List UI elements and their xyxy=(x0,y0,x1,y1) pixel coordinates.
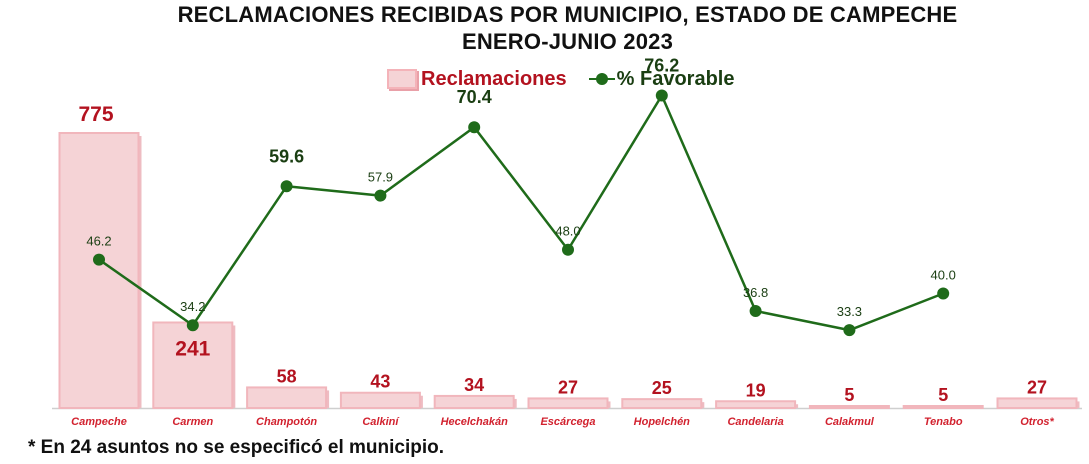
legend-label-reclamaciones: Reclamaciones xyxy=(421,67,567,90)
category-tick-label: Hecelchakán xyxy=(441,416,509,428)
bar-value-label: 5 xyxy=(938,385,948,405)
favorable-value-label: 36.8 xyxy=(743,285,768,300)
bar xyxy=(152,321,234,409)
favorable-point xyxy=(843,324,856,337)
legend-line-marker xyxy=(588,72,615,86)
bar-value-label: 58 xyxy=(277,366,297,386)
category-tick-label: Tenabo xyxy=(924,416,963,428)
legend-label-favorable: % Favorable xyxy=(616,67,735,90)
bar xyxy=(58,132,140,409)
category-tick-label: Champotón xyxy=(256,416,317,428)
bar-value-label: 27 xyxy=(1027,377,1047,397)
favorable-value-label: 46.2 xyxy=(86,234,111,249)
favorable-line xyxy=(98,94,944,332)
favorable-point xyxy=(937,287,950,300)
legend-bar-swatch xyxy=(387,69,417,89)
footnote: * En 24 asuntos no se especificó el muni… xyxy=(28,437,445,458)
category-tick-label: Escárcega xyxy=(540,416,595,428)
bar-value-label: 25 xyxy=(652,378,672,398)
bar-value-label: 43 xyxy=(370,372,390,392)
legend: Reclamaciones % Favorable xyxy=(387,66,734,92)
bar xyxy=(808,405,890,409)
category-tick-label: Hopelchén xyxy=(634,416,691,428)
favorable-value-label: 33.3 xyxy=(837,304,862,319)
bar xyxy=(246,386,328,409)
favorable-value-label: 48.0 xyxy=(555,224,580,239)
bar xyxy=(433,394,515,410)
bar xyxy=(902,405,984,409)
favorable-value-label: 57.9 xyxy=(368,170,393,185)
favorable-point xyxy=(655,89,668,102)
bar xyxy=(339,391,421,410)
category-tick-label: Otros* xyxy=(1020,416,1054,428)
bar-value-label: 34 xyxy=(464,375,484,395)
category-tick-label: Campeche xyxy=(71,416,127,428)
bar-value-label: 775 xyxy=(78,103,113,126)
bar xyxy=(621,398,703,409)
bar xyxy=(715,400,797,409)
bar-value-label: 27 xyxy=(558,377,578,397)
category-tick-label: Carmen xyxy=(172,416,213,428)
favorable-point xyxy=(749,305,762,318)
bar-value-label: 19 xyxy=(746,380,766,400)
bar-value-label: 5 xyxy=(844,385,854,405)
favorable-point xyxy=(186,319,199,332)
favorable-point xyxy=(562,243,574,256)
favorable-value-label: 70.4 xyxy=(457,87,492,107)
favorable-value-label: 59.6 xyxy=(269,146,304,166)
favorable-value-label: 34.2 xyxy=(180,299,205,314)
category-tick-label: Candelaria xyxy=(727,416,783,428)
chart-title-line-2: ENERO-JUNIO 2023 xyxy=(461,29,674,54)
bar xyxy=(527,397,609,409)
favorable-value-label: 40.0 xyxy=(931,268,956,283)
favorable-value-label: 76.2 xyxy=(644,55,679,75)
category-tick-label: Calkiní xyxy=(362,416,400,428)
chart-title-line-1: RECLAMACIONES RECIBIDAS POR MUNICIPIO, E… xyxy=(177,2,958,27)
category-tick-label: Calakmul xyxy=(825,416,875,428)
bar xyxy=(996,397,1078,409)
favorable-point xyxy=(93,253,105,266)
favorable-point xyxy=(468,121,481,134)
favorable-point xyxy=(374,189,387,202)
bar-value-label: 241 xyxy=(175,337,210,360)
favorable-point xyxy=(280,180,293,193)
